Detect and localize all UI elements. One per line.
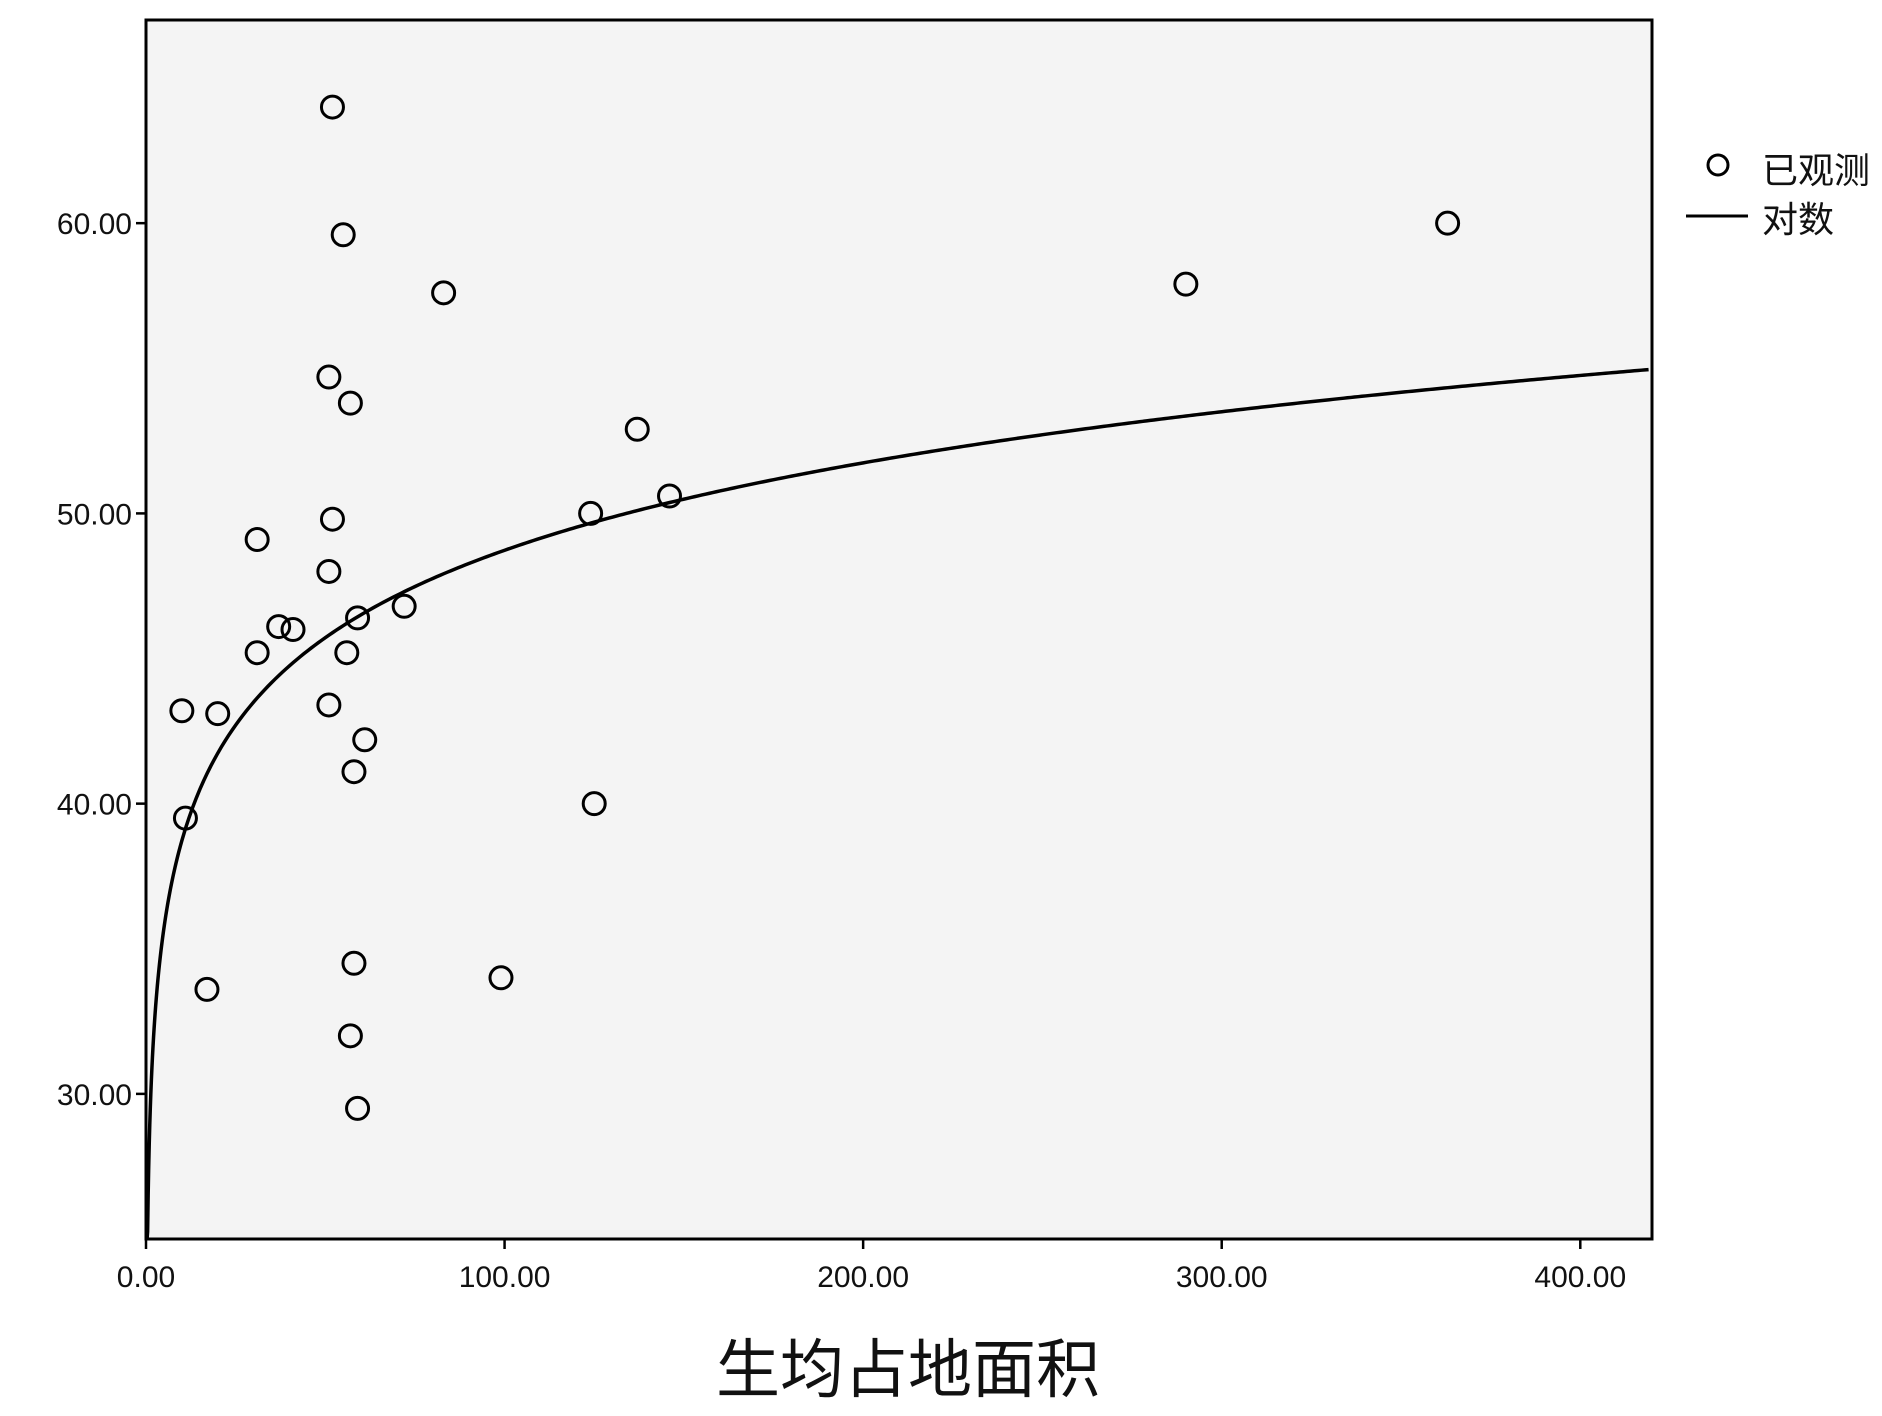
data-point [316,364,342,390]
data-point [334,640,360,666]
data-point [1173,271,1199,297]
plot-background [144,18,1654,1241]
data-point [341,759,367,785]
x-axis-label: 生均占地面积 [716,1334,1100,1408]
data-point [345,1095,371,1121]
fit-line-layer [145,367,1649,1240]
data-point [337,390,363,416]
data-point [280,617,306,642]
data-point [337,1023,363,1049]
data-point [431,280,457,306]
legend-observed-label: 已观测 [1762,151,1870,192]
x-tick-label: 400.00 [1534,1261,1626,1294]
data-point [205,701,231,727]
data-point [345,605,371,631]
y-tick-label: 50.00 [57,498,132,531]
data-point [624,416,650,442]
data-point [316,692,342,718]
data-point [316,558,342,584]
data-point [330,222,356,248]
data-point [194,976,220,1002]
data-point [319,506,345,532]
data-point [578,500,604,526]
y-tick-label: 40.00 [57,789,132,822]
data-point [266,614,292,640]
x-tick-label: 200.00 [817,1261,909,1294]
legend: 已观测 对数 [1686,151,1870,241]
data-points-layer [169,94,1461,1121]
data-point [244,640,270,666]
legend-fit-label: 对数 [1762,200,1834,241]
data-point [391,593,417,619]
data-point [169,698,195,724]
y-tick-label: 30.00 [57,1079,132,1112]
legend-observed-marker [1706,153,1730,177]
x-axis: 0.00 100.00 200.00 300.00 400.00 [117,1239,1626,1294]
data-point [172,805,198,831]
data-point [341,950,367,976]
x-tick-label: 300.00 [1176,1261,1268,1294]
data-point [1435,210,1461,236]
data-point [488,965,514,991]
x-tick-label: 0.00 [117,1261,175,1294]
log-fit-line [145,367,1649,1240]
y-tick-label: 60.00 [57,208,132,241]
data-point [581,791,607,817]
data-point [657,483,683,509]
data-point [352,727,378,753]
x-tick-label: 100.00 [459,1261,551,1294]
y-axis: 30.00 40.00 50.00 60.00 [57,208,146,1112]
data-point [244,527,270,553]
data-point [319,94,345,120]
